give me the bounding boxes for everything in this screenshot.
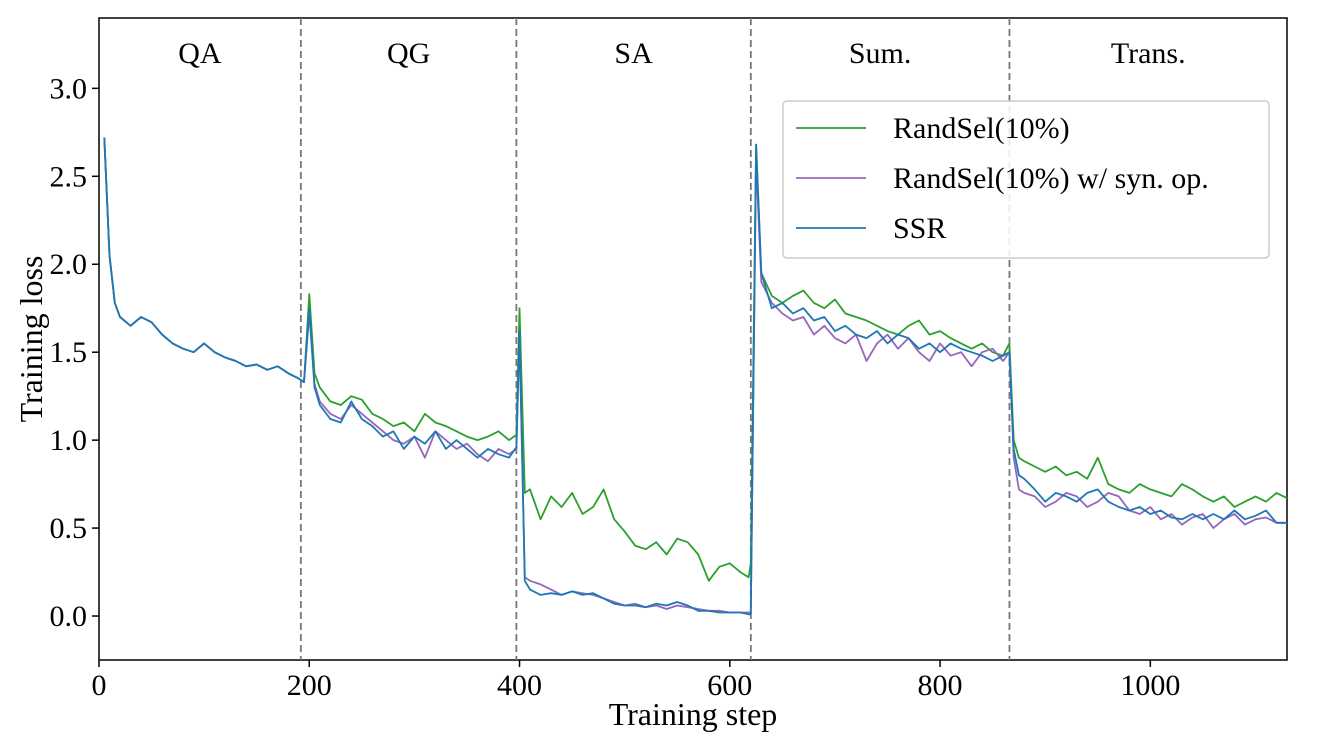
task-section-labels: QA QG SA Sum. Trans. (178, 37, 1185, 70)
x-axis-ticks: 0 200 400 600 800 1000 (92, 660, 1180, 702)
plot-area: QA QG SA Sum. Trans. (98, 17, 1288, 661)
task-boundaries (299, 18, 1011, 660)
x-tick-label-5: 1000 (1120, 669, 1180, 702)
x-tick-label-0: 0 (92, 669, 107, 702)
y-axis-title: Training loss (13, 256, 49, 423)
section-label-3: Sum. (849, 37, 912, 70)
y-tick-label-0: 0.0 (50, 600, 88, 633)
legend: RandSel(10%) RandSel(10%) w/ syn. op. SSR (782, 100, 1270, 259)
section-label-2: SA (614, 37, 653, 70)
x-axis-title: Training step (609, 696, 778, 732)
series-lines (103, 137, 1288, 616)
y-axis-ticks: 0.0 0.5 1.0 1.5 2.0 2.5 3.0 (50, 72, 99, 633)
y-tick-label-2: 1.0 (50, 424, 88, 457)
y-tick-label-6: 3.0 (50, 72, 88, 105)
legend-label-1: RandSel(10%) w/ syn. op. (893, 162, 1209, 195)
section-label-0: QA (178, 37, 222, 70)
axes-frame (98, 17, 1288, 661)
section-label-4: Trans. (1111, 37, 1186, 70)
x-tick-label-3: 600 (707, 669, 752, 702)
y-tick-label-3: 1.5 (50, 336, 88, 369)
y-tick-label-5: 2.5 (50, 160, 88, 193)
series-line-2 (103, 137, 1287, 616)
legend-box (782, 100, 1270, 259)
x-tick-label-1: 200 (287, 669, 332, 702)
y-tick-label-1: 0.5 (50, 512, 88, 545)
x-tick-label-2: 400 (497, 669, 542, 702)
legend-label-2: SSR (893, 212, 946, 245)
section-label-1: QG (387, 37, 430, 70)
x-tick-label-4: 800 (918, 669, 963, 702)
legend-label-0: RandSel(10%) (893, 112, 1070, 145)
y-tick-label-4: 2.0 (50, 248, 88, 281)
